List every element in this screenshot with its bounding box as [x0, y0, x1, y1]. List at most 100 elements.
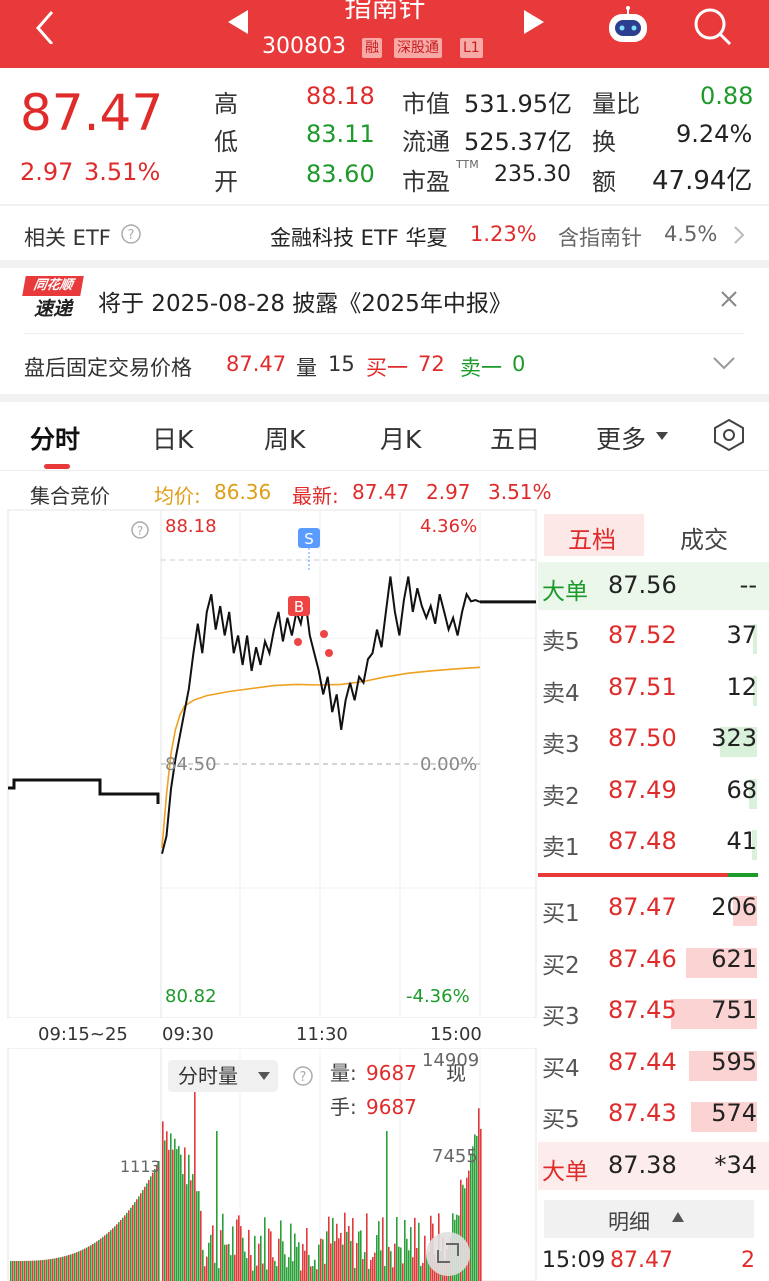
volume-bar	[733, 896, 757, 926]
bottom-pct-label: -4.36%	[406, 986, 470, 1007]
volume-bar	[162, 1121, 164, 1281]
volume-bar	[336, 1223, 338, 1281]
mid-price-label: 84.50	[165, 754, 217, 775]
volume-bar	[380, 1250, 382, 1281]
volume-bar	[478, 1108, 480, 1281]
volume-bar	[284, 1254, 286, 1281]
auction-volume-bar	[148, 1179, 150, 1281]
auction-volume-bar	[76, 1252, 78, 1281]
chevron-down-icon[interactable]	[712, 356, 736, 370]
level-price: 87.46	[608, 944, 677, 973]
open-label: 开	[214, 168, 238, 196]
auction-volume-bar	[92, 1243, 94, 1281]
hand-value: 9687	[366, 1095, 417, 1119]
volume-bar	[220, 1230, 222, 1281]
volume-bar	[404, 1219, 406, 1281]
volume-bar	[468, 1170, 470, 1281]
help-icon[interactable]: ?	[120, 223, 142, 245]
tab-daily-k[interactable]: 日K	[152, 425, 194, 454]
intraday-volume-chart[interactable]: 分时量 ? 量: 9687 现 手: 9687 14909 7455 1113	[0, 1048, 538, 1281]
volume-bar	[304, 1250, 306, 1281]
volume-bar	[364, 1252, 366, 1281]
float-label: 流通	[402, 128, 450, 156]
vol-now-label: 现	[446, 1061, 466, 1085]
auction-volume-bar	[46, 1259, 48, 1281]
volume-bar	[753, 624, 757, 654]
last-price: 87.47	[20, 84, 164, 142]
auction-volume-bar	[26, 1260, 28, 1281]
auction-volume-bar	[102, 1236, 104, 1281]
after-hours-vol-label: 量	[296, 356, 317, 380]
level-label: 卖4	[542, 680, 580, 707]
auction-volume-bar	[34, 1260, 36, 1281]
volume-bar	[396, 1216, 398, 1281]
back-arrow-icon[interactable]	[28, 8, 64, 44]
robot-assistant-icon[interactable]	[606, 6, 650, 46]
next-stock-arrow-icon[interactable]	[524, 10, 544, 34]
volume-bar	[342, 1244, 344, 1281]
auction-volume-bar	[154, 1168, 156, 1281]
volume-bar	[180, 1154, 182, 1281]
volume-bar	[272, 1257, 274, 1281]
volume-bar	[376, 1235, 378, 1281]
level-volume: 595	[711, 1047, 757, 1076]
auction-volume-bar	[124, 1215, 126, 1281]
tab-trades[interactable]: 成交	[680, 526, 728, 554]
auction-volume-bar	[36, 1260, 38, 1281]
app-header: 指南针 300803 融 深股通 L1	[0, 0, 769, 68]
level-label: 买4	[542, 1055, 580, 1082]
volume-bar	[386, 1131, 388, 1281]
detail-button[interactable]: 明细	[544, 1200, 754, 1238]
level-volume: 323	[711, 724, 757, 753]
vol-mid-label: 7455	[432, 1146, 478, 1167]
ask-row: 卖4 87.51 12	[538, 664, 769, 716]
volume-bar	[388, 1246, 390, 1281]
prev-stock-arrow-icon[interactable]	[228, 10, 248, 34]
auction-volume-bar	[140, 1193, 142, 1281]
tab-monthly-k[interactable]: 月K	[380, 425, 422, 454]
volume-bar	[382, 1217, 384, 1281]
etf-pct: 1.23%	[470, 222, 537, 246]
tab-five-levels[interactable]: 五档	[568, 526, 616, 554]
volume-bar	[410, 1227, 412, 1281]
ask-row: 卖2 87.49 68	[538, 767, 769, 819]
volume-bar	[330, 1243, 332, 1281]
change-value: 2.97	[20, 158, 74, 186]
volume-bar	[270, 1231, 272, 1281]
close-icon[interactable]	[720, 290, 738, 308]
auction-volume-bar	[54, 1258, 56, 1281]
level-label: 买5	[542, 1107, 580, 1134]
volume-bar	[250, 1254, 252, 1281]
volume-bar	[240, 1226, 242, 1281]
buy-marker	[288, 596, 310, 616]
tab-weekly-k[interactable]: 周K	[264, 425, 306, 454]
svg-text:?: ?	[137, 524, 143, 538]
volume-bar	[390, 1251, 392, 1281]
divider	[0, 470, 769, 471]
volume-bar	[242, 1237, 244, 1281]
settings-hexagon-icon[interactable]	[712, 418, 746, 452]
tab-more[interactable]: 更多	[596, 425, 647, 454]
search-icon[interactable]	[690, 4, 734, 48]
auction-volume-bar	[30, 1260, 32, 1281]
section-divider	[0, 394, 769, 402]
auction-volume-bar	[138, 1196, 140, 1281]
tab-intraday[interactable]: 分时	[30, 425, 81, 454]
level-volume: 574	[711, 1099, 757, 1128]
pe-ttm-label: TTM	[456, 158, 479, 171]
volume-bar	[354, 1267, 356, 1281]
auction-volume-bar	[70, 1254, 72, 1281]
volume-bar	[288, 1257, 290, 1281]
bid-row: 买5 87.43 574	[538, 1090, 769, 1142]
volume-bar	[422, 1262, 424, 1281]
volume-bar	[753, 675, 757, 706]
top-pct-label: 4.36%	[420, 516, 477, 537]
auction-volume-bar	[114, 1226, 116, 1281]
level-price: 87.49	[608, 775, 677, 804]
volume-bar	[210, 1234, 212, 1281]
tab-five-day[interactable]: 五日	[490, 425, 541, 454]
volume-bar	[236, 1219, 238, 1281]
intraday-price-chart[interactable]: 88.18 4.36% 84.50 0.00% 80.82 -4.36% ? S…	[0, 508, 538, 1048]
auction-volume-bar	[80, 1250, 82, 1281]
auction-volume-bar	[96, 1241, 98, 1281]
